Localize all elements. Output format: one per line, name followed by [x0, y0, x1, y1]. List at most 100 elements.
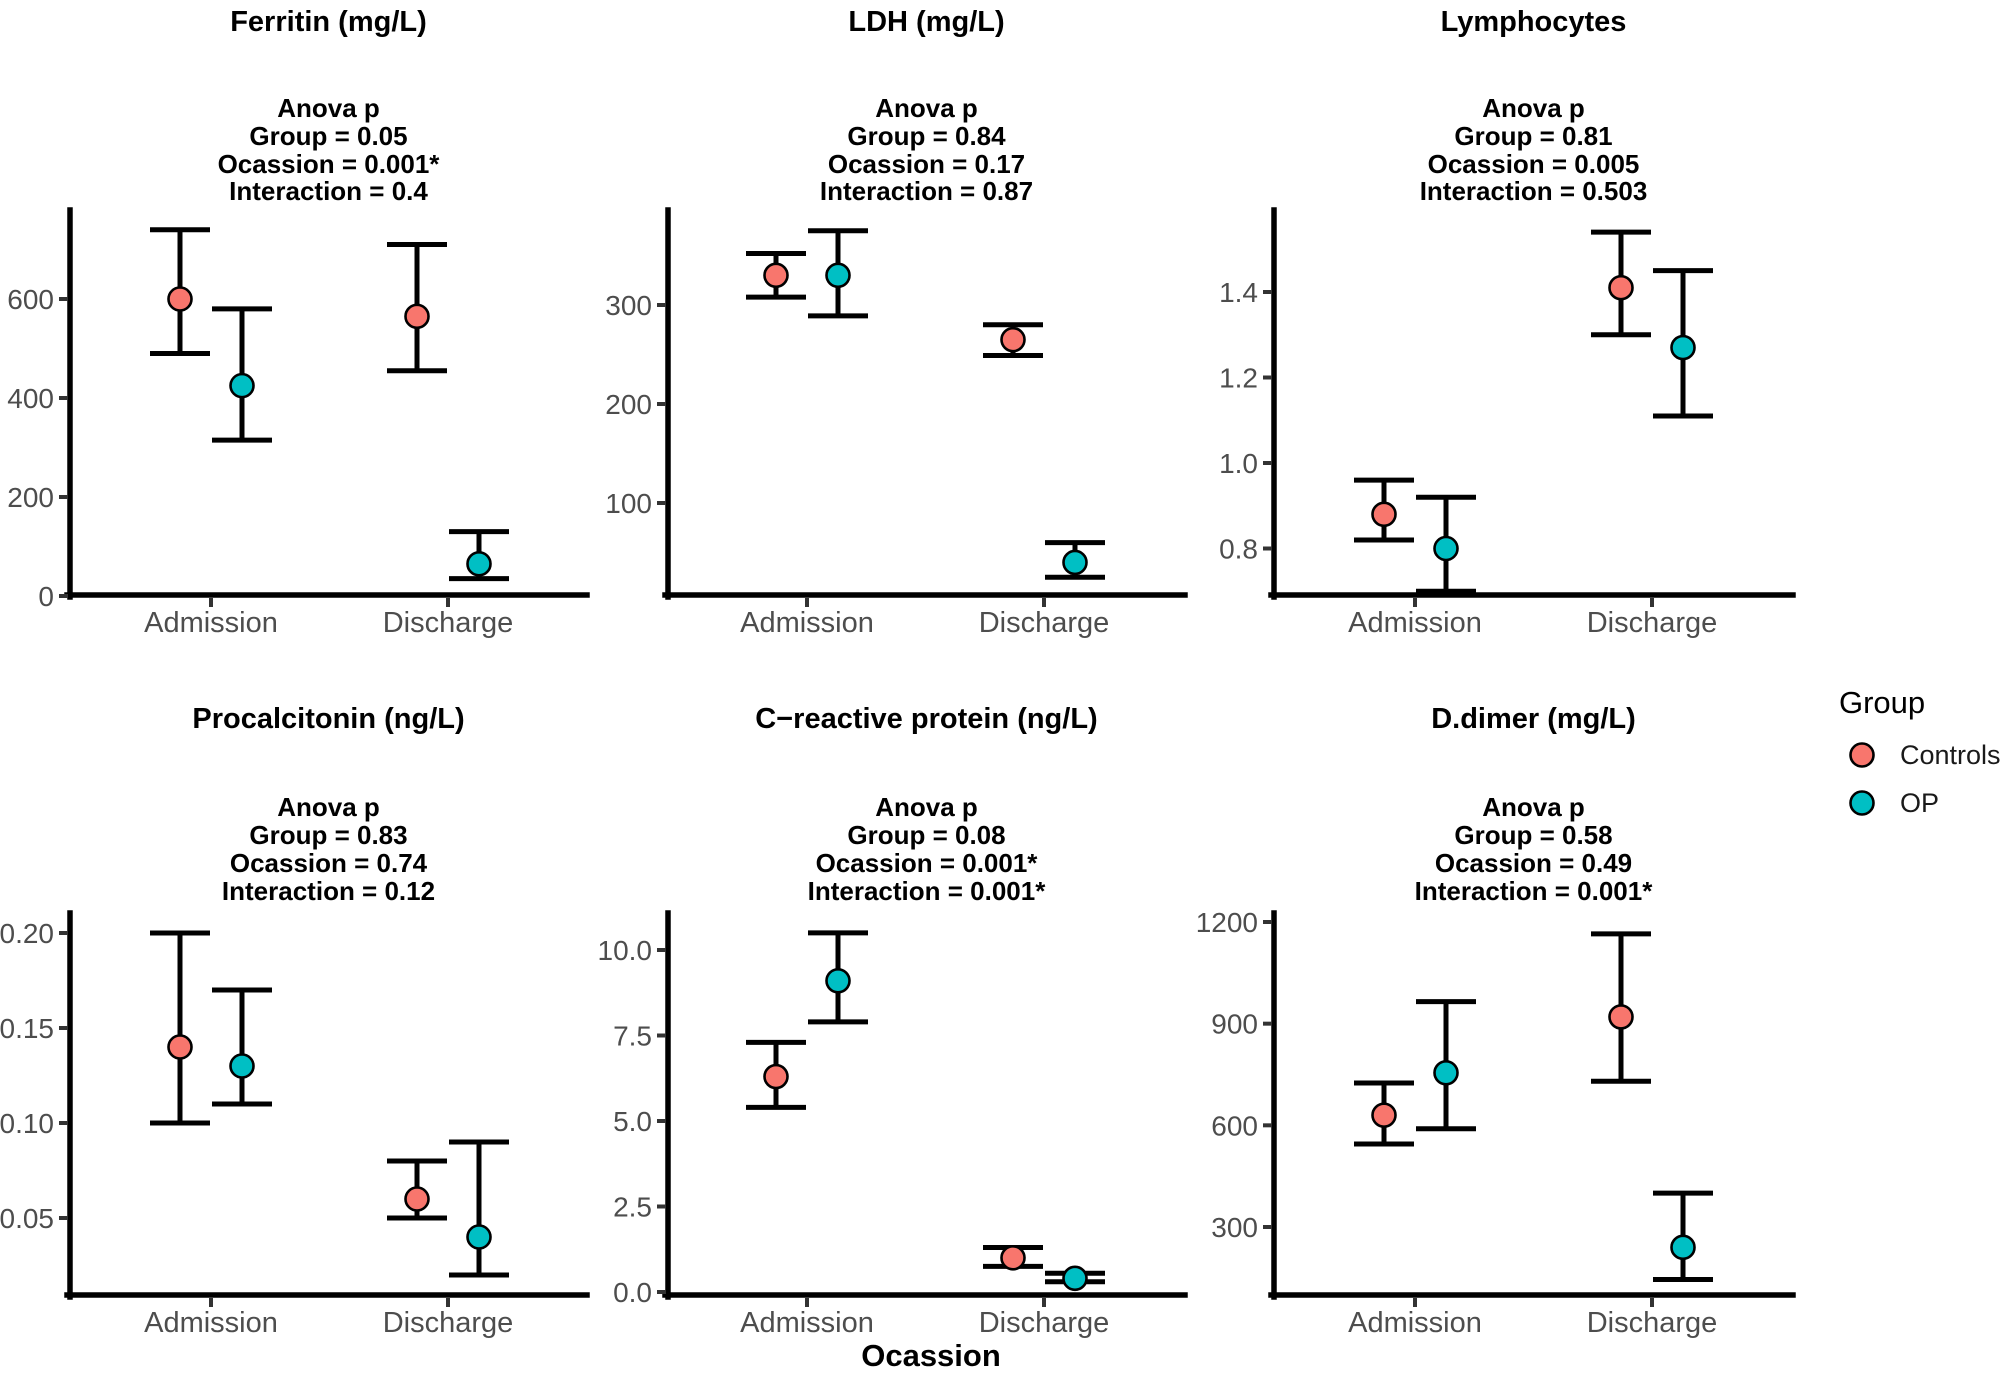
x-category-label: Admission — [740, 607, 874, 639]
errorbar-controls-discharge — [387, 242, 447, 374]
point-op-admission — [825, 262, 851, 289]
panel-title: LDH (mg/L) — [848, 6, 1004, 38]
point-op-admission — [1433, 1060, 1459, 1086]
point-controls-discharge — [1608, 274, 1634, 301]
anova-annotation-line: Anova p — [1482, 792, 1585, 822]
anova-annotation-line: Group = 0.08 — [847, 820, 1005, 850]
y-tick-label: 1.2 — [1219, 363, 1258, 394]
y-tick-label: 0.15 — [0, 1013, 54, 1044]
y-tick-label: 200 — [7, 482, 54, 513]
point-controls-discharge — [1000, 326, 1026, 353]
y-tick-label: 300 — [605, 290, 652, 321]
anova-annotation-line: Group = 0.58 — [1454, 820, 1612, 850]
errorbar-op-discharge — [1653, 268, 1713, 419]
y-tick-label: 300 — [1211, 1212, 1258, 1243]
anova-annotation-line: Group = 0.83 — [249, 820, 407, 850]
anova-annotation-line: Anova p — [277, 93, 380, 123]
point-op-discharge — [1062, 549, 1088, 576]
y-tick-label: 5.0 — [613, 1106, 652, 1137]
anova-annotation-line: Interaction = 0.503 — [1420, 176, 1648, 206]
errorbar-controls-discharge — [387, 1158, 447, 1221]
y-tick-label: 0.05 — [0, 1203, 54, 1234]
legend-title: Group — [1839, 685, 1925, 720]
errorbar-op-discharge — [1045, 1265, 1105, 1292]
y-tick-label: 1200 — [1196, 907, 1258, 938]
point-op-admission — [1433, 535, 1459, 562]
y-tick-label: 1.4 — [1219, 277, 1258, 308]
point-op-discharge — [1062, 1265, 1088, 1292]
anova-annotation-line: Group = 0.05 — [249, 121, 407, 151]
point-controls-admission — [763, 1063, 789, 1090]
x-category-label: Discharge — [1587, 607, 1718, 639]
legend-key-op — [1849, 790, 1875, 816]
point-op-admission — [229, 1053, 255, 1079]
anova-annotation-line: Group = 0.81 — [1454, 121, 1612, 151]
y-tick-label: 10.0 — [598, 935, 653, 966]
y-tick-label: 0 — [38, 581, 54, 612]
legend: Group Controls OP — [1839, 685, 2001, 818]
x-axis-title: Ocassion — [861, 1338, 1001, 1373]
anova-annotation-line: Interaction = 0.12 — [222, 876, 435, 906]
anova-annotation-line: Anova p — [1482, 93, 1585, 123]
errorbar-op-admission — [1416, 999, 1476, 1132]
errorbar-op-discharge — [1653, 1190, 1713, 1283]
errorbar-op-discharge — [1045, 540, 1105, 580]
point-controls-admission — [1371, 1102, 1397, 1128]
y-tick-label: 2.5 — [613, 1192, 652, 1223]
y-tick-label: 400 — [7, 383, 54, 414]
point-controls-admission — [1371, 501, 1397, 528]
errorbar-controls-admission — [746, 251, 806, 300]
anova-annotation-line: Ocassion = 0.49 — [1435, 848, 1632, 878]
errorbar-op-admission — [212, 987, 272, 1107]
y-tick-label: 0.8 — [1219, 534, 1258, 565]
errorbar-controls-admission — [746, 1039, 806, 1110]
point-controls-discharge — [1000, 1245, 1026, 1271]
errorbar-controls-discharge — [1591, 229, 1651, 338]
errorbar-op-admission — [808, 930, 868, 1025]
x-category-label: Discharge — [383, 607, 514, 639]
x-category-label: Admission — [1348, 607, 1482, 639]
errorbar-op-admission — [212, 306, 272, 443]
errorbar-controls-admission — [150, 930, 210, 1126]
errorbar-controls-admission — [1354, 1080, 1414, 1147]
anova-annotation-line: Interaction = 0.4 — [229, 176, 428, 206]
errorbar-op-admission — [808, 228, 868, 319]
x-category-label: Admission — [1348, 1307, 1482, 1339]
panel-title: C−reactive protein (ng/L) — [755, 703, 1097, 735]
point-op-discharge — [466, 551, 492, 577]
y-tick-label: 200 — [605, 389, 652, 420]
y-tick-label: 7.5 — [613, 1021, 652, 1052]
panel-title: Procalcitonin (ng/L) — [192, 703, 464, 735]
point-controls-discharge — [404, 303, 430, 330]
x-category-label: Discharge — [1587, 1307, 1718, 1339]
errorbar-controls-admission — [150, 227, 210, 356]
errorbar-controls-discharge — [983, 1245, 1043, 1271]
y-tick-label: 0.20 — [0, 918, 54, 949]
panel-title: D.dimer (mg/L) — [1431, 703, 1636, 735]
y-tick-label: 900 — [1211, 1009, 1258, 1040]
point-controls-admission — [763, 262, 789, 289]
y-tick-label: 100 — [605, 488, 652, 519]
anova-annotation-line: Anova p — [277, 792, 380, 822]
point-controls-admission — [167, 1034, 193, 1060]
errorbar-controls-discharge — [983, 322, 1043, 358]
y-tick-label: 600 — [1211, 1110, 1258, 1141]
panel-title: Ferritin (mg/L) — [230, 6, 427, 38]
point-op-discharge — [466, 1224, 492, 1250]
anova-annotation-line: Ocassion = 0.17 — [828, 149, 1025, 179]
anova-annotation-line: Anova p — [875, 93, 978, 123]
x-category-label: Admission — [144, 1307, 278, 1339]
anova-annotation-line: Interaction = 0.001* — [808, 876, 1047, 906]
point-controls-discharge — [1608, 1004, 1634, 1030]
point-op-discharge — [1670, 1234, 1696, 1261]
anova-annotation-line: Group = 0.84 — [847, 121, 1006, 151]
errorbar-op-discharge — [449, 529, 509, 582]
